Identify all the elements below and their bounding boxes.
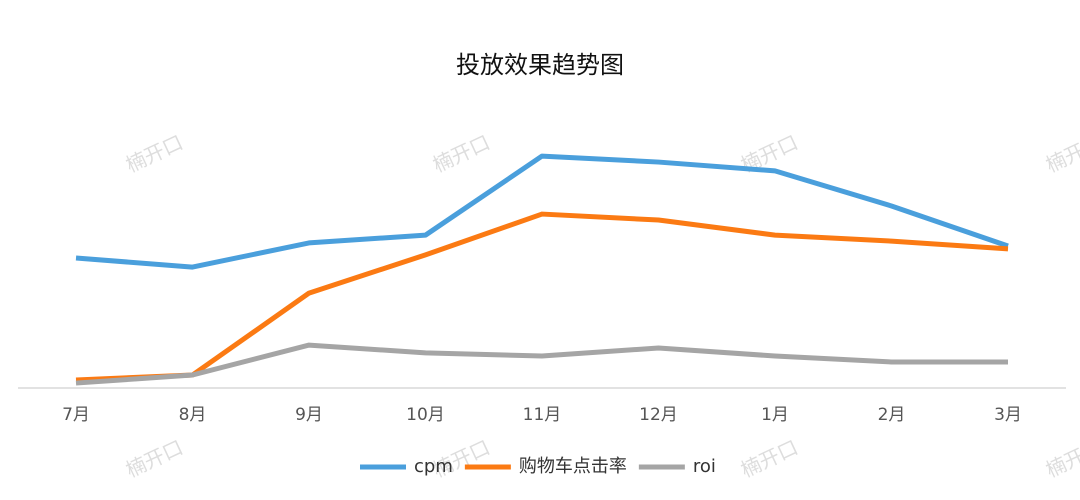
watermark: 楠开口 <box>1042 130 1080 177</box>
watermark: 楠开口 <box>1042 435 1080 482</box>
x-tick-label: 8月 <box>179 405 207 425</box>
watermark: 楠开口 <box>429 130 494 177</box>
chart-title: 投放效果趋势图 <box>456 51 624 79</box>
x-tick-label: 3月 <box>994 405 1022 425</box>
legend-label: roi <box>693 456 716 477</box>
series-line <box>75 211 1009 383</box>
x-tick-label: 7月 <box>62 405 90 425</box>
legend-label: cpm <box>414 456 453 477</box>
watermark: 楠开口 <box>737 435 802 482</box>
watermark: 楠开口 <box>122 130 187 177</box>
x-tick-label: 2月 <box>878 405 906 425</box>
series-line <box>75 153 1009 270</box>
x-tick-label: 1月 <box>761 405 789 425</box>
x-tick-label: 12月 <box>639 405 678 425</box>
watermark: 楠开口 <box>122 435 187 482</box>
series-line <box>75 342 1008 386</box>
legend-label: 购物车点击率 <box>519 456 627 477</box>
x-tick-label: 10月 <box>406 405 445 425</box>
x-tick-label: 9月 <box>295 405 323 425</box>
x-tick-label: 11月 <box>523 405 562 425</box>
